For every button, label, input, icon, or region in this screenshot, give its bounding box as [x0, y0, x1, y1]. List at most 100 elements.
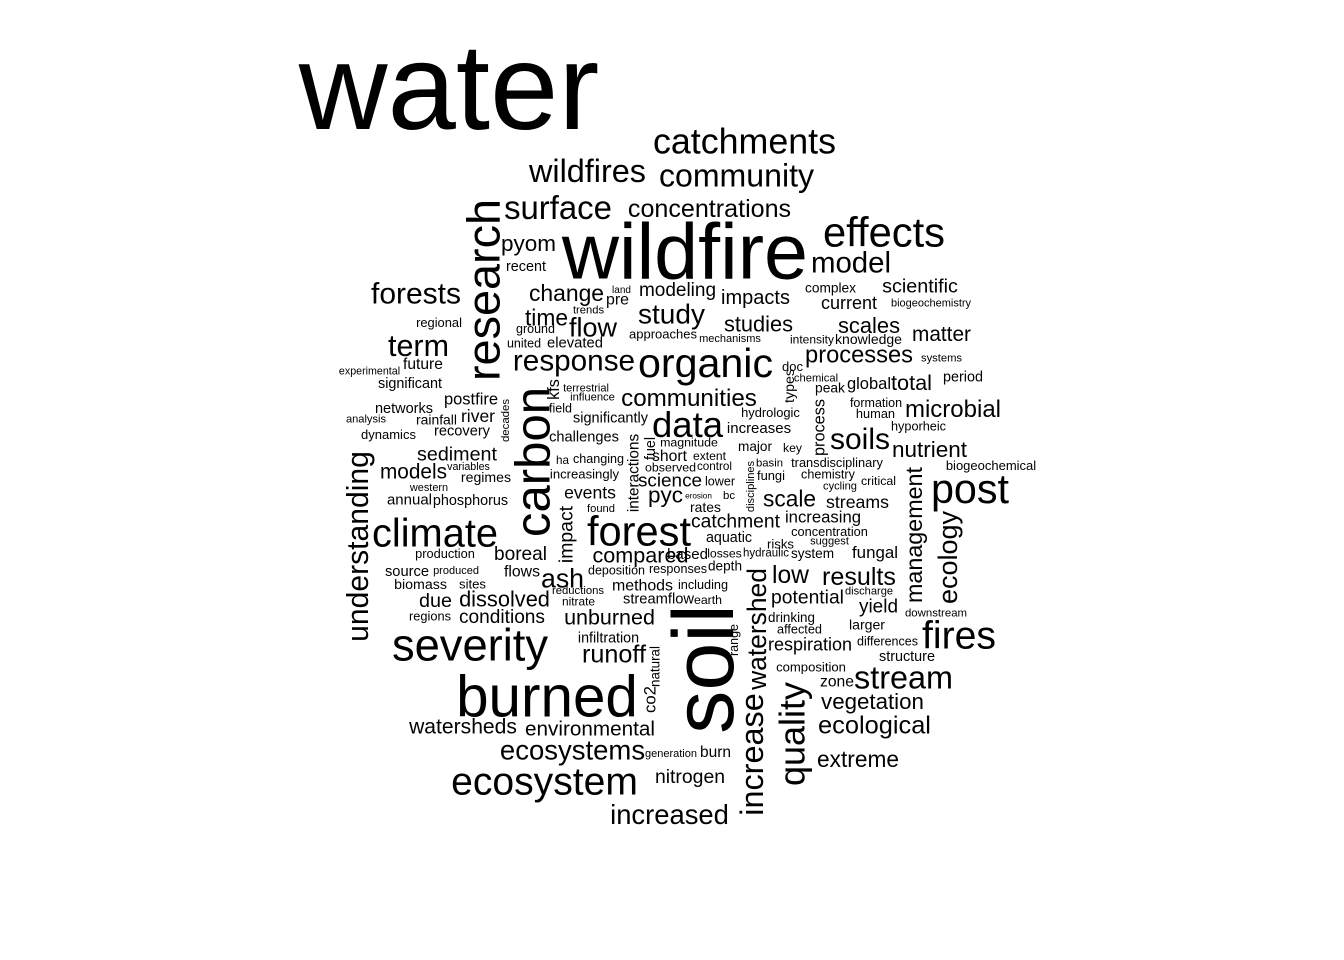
word-infiltration: infiltration: [578, 631, 639, 647]
word-yield: yield: [859, 597, 898, 618]
word-change: change: [529, 280, 604, 306]
word-hydraulic: hydraulic: [743, 548, 789, 560]
word-processes: processes: [805, 343, 913, 369]
word-larger: larger: [849, 617, 885, 633]
word-rainfall: rainfall: [416, 412, 457, 428]
word-vegetation: vegetation: [821, 689, 924, 714]
word-downstream: downstream: [905, 608, 967, 620]
word-period: period: [943, 370, 983, 386]
word-sediment: sediment: [417, 444, 497, 466]
word-unburned: unburned: [564, 606, 655, 630]
word-complex: complex: [805, 281, 856, 296]
word-intensity: intensity: [790, 333, 834, 347]
word-boreal: boreal: [494, 544, 547, 565]
word-increasingly: increasingly: [550, 467, 620, 482]
word-united: united: [507, 337, 541, 351]
word-effects: effects: [823, 209, 945, 256]
word-bc: bc: [723, 490, 735, 502]
word-due: due: [419, 590, 452, 612]
word-data: data: [652, 404, 724, 445]
word-erosion: erosion: [685, 492, 712, 501]
word-recovery: recovery: [434, 424, 491, 440]
word-cycling: cycling: [823, 481, 857, 493]
word-watersheds: watersheds: [408, 716, 517, 739]
word-lower: lower: [705, 475, 735, 489]
word-ground: ground: [516, 322, 555, 336]
word-doc: doc: [782, 359, 803, 374]
word-matter: matter: [912, 323, 971, 346]
word-flows: flows: [504, 564, 540, 581]
word-environmental: environmental: [525, 718, 655, 741]
word-deposition: deposition: [588, 564, 645, 578]
word-community: community: [659, 158, 814, 194]
word-challenges: challenges: [549, 430, 619, 446]
word-co2: co2: [641, 686, 660, 713]
word-catchment: catchment: [691, 512, 781, 533]
word-concentrations: concentrations: [628, 195, 791, 223]
word-quality: quality: [772, 682, 813, 786]
word-scale: scale: [763, 486, 816, 512]
word-suggest: suggest: [810, 536, 849, 548]
word-short: short: [652, 448, 688, 465]
word-networks: networks: [375, 401, 433, 417]
word-severity: severity: [392, 620, 548, 671]
word-found: found: [587, 503, 615, 515]
word-biomass: biomass: [394, 577, 447, 593]
word-significant: significant: [378, 376, 442, 392]
word-water: water: [298, 19, 600, 156]
word-management: management: [901, 466, 927, 603]
word-magnitude: magnitude: [660, 436, 718, 450]
word-experimental: experimental: [339, 366, 400, 378]
word-approaches: approaches: [629, 327, 697, 342]
word-extent: extent: [693, 449, 727, 463]
word-sites: sites: [459, 577, 486, 592]
word-carbon: carbon: [507, 387, 561, 537]
word-flow: flow: [569, 313, 618, 343]
word-ecosystems: ecosystems: [500, 735, 645, 766]
word-nitrogen: nitrogen: [655, 766, 725, 788]
word-disciplines: disciplines: [745, 460, 757, 512]
word-nitrate: nitrate: [562, 595, 595, 609]
word-phosphorus: phosphorus: [433, 493, 508, 509]
word-climate: climate: [372, 512, 498, 556]
word-range: range: [727, 624, 741, 656]
word-chemical: chemical: [794, 373, 838, 385]
word-increased: increased: [610, 799, 729, 830]
word-control: control: [697, 460, 732, 473]
word-production: production: [415, 546, 475, 561]
word-risks: risks: [767, 537, 794, 552]
word-natural: natural: [648, 646, 663, 687]
word-field: field: [549, 402, 572, 416]
word-recent: recent: [506, 259, 546, 275]
word-rates: rates: [690, 499, 721, 515]
word-pyom: pyom: [501, 231, 556, 256]
word-fires: fires: [922, 615, 996, 658]
word-terrestrial: terrestrial: [563, 383, 609, 395]
word-zone: zone: [820, 674, 854, 691]
word-burn: burn: [700, 744, 731, 761]
word-hyporheic: hyporheic: [891, 420, 947, 434]
word-conditions: conditions: [459, 607, 545, 628]
word-formation: formation: [850, 396, 902, 410]
word-forest: forest: [587, 508, 691, 555]
word-process: process: [811, 399, 829, 456]
word-discharge: discharge: [845, 586, 893, 598]
word-study: study: [638, 299, 705, 330]
word-post: post: [931, 466, 1010, 512]
word-regions: regions: [409, 609, 451, 624]
word-mechanisms: mechanisms: [699, 333, 761, 345]
word-research: research: [458, 199, 510, 381]
word-global: global: [847, 375, 891, 393]
word-based: based: [667, 546, 708, 563]
word-depth: depth: [708, 559, 742, 574]
word-events: events: [564, 483, 616, 503]
word-biogeochemistry: biogeochemistry: [891, 298, 972, 310]
word-transdisciplinary: transdisciplinary: [791, 455, 883, 470]
word-knowledge: knowledge: [835, 331, 902, 347]
word-affected: affected: [777, 623, 822, 637]
word-observed: observed: [645, 461, 696, 475]
word-nutrient: nutrient: [892, 437, 968, 462]
word-decades: decades: [500, 399, 512, 442]
word-ecology: ecology: [933, 510, 963, 604]
